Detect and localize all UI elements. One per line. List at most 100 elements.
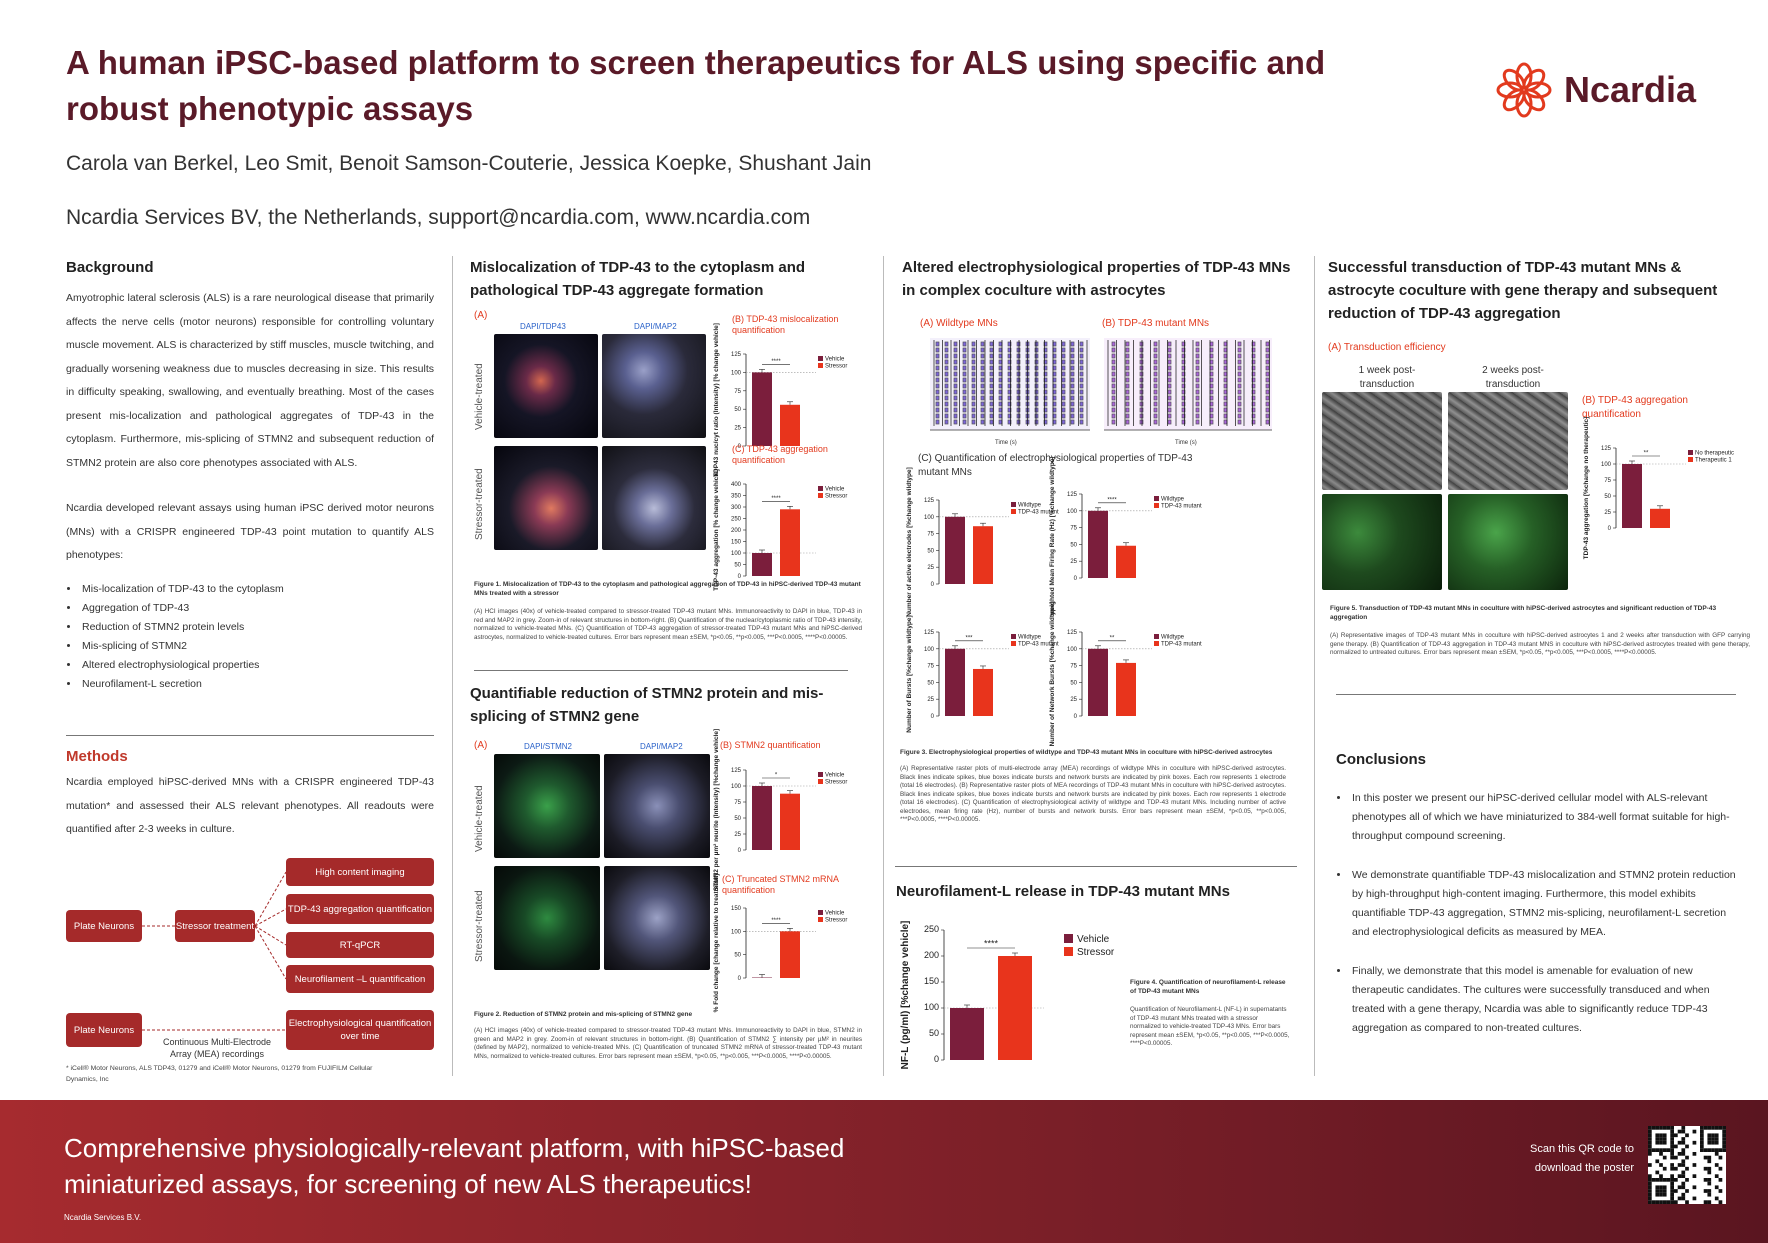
burst-box xyxy=(989,371,994,377)
qr-module xyxy=(1707,1137,1712,1141)
burst-box xyxy=(1043,359,1048,365)
burst-box xyxy=(962,377,967,383)
qr-module xyxy=(1700,1137,1704,1141)
burst-box xyxy=(971,347,976,353)
bar xyxy=(1116,545,1136,578)
qr-code-icon[interactable] xyxy=(1648,1126,1726,1204)
burst-box xyxy=(953,353,958,359)
burst-box xyxy=(1007,413,1012,419)
figure-1-title: Figure 1. Mislocalization of TDP-43 to t… xyxy=(474,581,861,597)
flow-connector xyxy=(142,1029,286,1031)
burst-box xyxy=(944,401,949,407)
burst-box xyxy=(1195,407,1200,413)
burst-box xyxy=(1052,365,1057,371)
qr-module xyxy=(1714,1152,1719,1156)
burst-box xyxy=(1061,407,1066,413)
qr-module xyxy=(1707,1148,1712,1152)
channel-label: DAPI/STMN2 xyxy=(524,742,573,751)
figure-3-text: (A) Representative raster plots of multi… xyxy=(900,765,1286,823)
burst-box xyxy=(1111,353,1116,359)
list-item: Mis-localization of TDP-43 to the cytopl… xyxy=(80,580,434,599)
burst-box xyxy=(1007,365,1012,371)
list-item: In this poster we present our hiPSC-deri… xyxy=(1350,789,1736,846)
tick-label: 125 xyxy=(731,352,742,358)
burst-box xyxy=(962,407,967,413)
qr-module xyxy=(1685,1189,1689,1193)
burst-box xyxy=(1153,407,1158,413)
burst-box xyxy=(1079,407,1084,413)
burst-box xyxy=(944,371,949,377)
qr-module xyxy=(1714,1148,1719,1152)
column-divider xyxy=(452,256,453,1076)
stressor-treated-label: Stressor-treated xyxy=(474,890,485,962)
significance-label: **** xyxy=(771,918,781,924)
burst-box xyxy=(1181,413,1186,419)
qr-module xyxy=(1677,1152,1682,1156)
burst-box xyxy=(935,371,940,377)
qr-module xyxy=(1685,1144,1689,1149)
burst-box xyxy=(1265,347,1270,353)
qr-module xyxy=(1655,1140,1660,1145)
figure-3-title: Figure 3. Electrophysiological propertie… xyxy=(900,749,1273,756)
qr-module xyxy=(1662,1126,1667,1130)
qr-module xyxy=(1700,1148,1704,1152)
burst-box xyxy=(1079,347,1084,353)
burst-box xyxy=(1209,407,1214,413)
axis-label: Number of active electrodes [%change wil… xyxy=(906,467,913,617)
background-heading: Background xyxy=(66,259,154,276)
burst-box xyxy=(1265,389,1270,395)
legend-label: TDP-43 mutant xyxy=(1161,504,1202,510)
legend-swatch xyxy=(818,779,823,784)
qr-module xyxy=(1700,1140,1704,1145)
qr-module xyxy=(1707,1181,1712,1186)
burst-box xyxy=(1125,383,1130,389)
week1-label: 1 week post-transduction xyxy=(1358,365,1416,390)
burst-box xyxy=(1034,347,1039,353)
tick-label: 75 xyxy=(927,664,934,670)
gfp-image xyxy=(1322,494,1442,590)
tick-label: 25 xyxy=(734,426,741,432)
qr-module xyxy=(1707,1126,1712,1130)
burst-box xyxy=(980,365,985,371)
burst-box xyxy=(953,359,958,365)
tick-label: 125 xyxy=(1067,492,1078,498)
qr-module xyxy=(1707,1140,1712,1145)
burst-box xyxy=(1043,419,1048,425)
tick-label: 50 xyxy=(734,816,741,822)
qr-module xyxy=(1685,1133,1689,1138)
burst-box xyxy=(1111,377,1116,383)
bar-chart-svg: Number of Bursts [%change wildtype] 0 25 50… xyxy=(906,615,1059,732)
qr-module xyxy=(1659,1148,1663,1152)
raster-plot-wildtype xyxy=(930,338,1090,431)
burst-box xyxy=(944,359,949,365)
burst-box xyxy=(1181,383,1186,389)
qr-module xyxy=(1714,1174,1719,1178)
qr-module xyxy=(1655,1170,1660,1175)
burst-box xyxy=(1016,413,1021,419)
burst-box xyxy=(1070,359,1075,365)
burst-box xyxy=(971,413,976,419)
qr-module xyxy=(1655,1185,1660,1190)
background-section: Background Amyotrophic lateral sclerosis… xyxy=(66,256,434,694)
vehicle-treated-label: Vehicle-treated xyxy=(474,785,485,852)
mea-label: Continuous Multi-Electrode Array (MEA) r… xyxy=(162,1037,272,1059)
burst-box xyxy=(1237,419,1242,425)
burst-box xyxy=(1034,395,1039,401)
legend-label: TDP-43 mutant xyxy=(1018,642,1059,648)
burst-box xyxy=(1251,389,1256,395)
qr-module xyxy=(1681,1163,1686,1167)
ephys-box: Electrophysiological quantification over… xyxy=(286,1010,434,1050)
bar xyxy=(1650,508,1670,528)
burst-box xyxy=(1034,401,1039,407)
list-item: Finally, we demonstrate that this model … xyxy=(1350,962,1736,1038)
burst-box xyxy=(935,389,940,395)
burst-box xyxy=(1007,389,1012,395)
tick-label: 150 xyxy=(924,976,939,986)
qr-module xyxy=(1659,1137,1663,1141)
qr-module xyxy=(1655,1159,1660,1164)
burst-box xyxy=(1070,407,1075,413)
gene-therapy-chart: TDP-43 aggregation [%change no therapeut… xyxy=(1582,417,1734,560)
burst-box xyxy=(1070,419,1075,425)
burst-box xyxy=(1209,341,1214,347)
panel-a-label: (A) xyxy=(474,740,488,751)
